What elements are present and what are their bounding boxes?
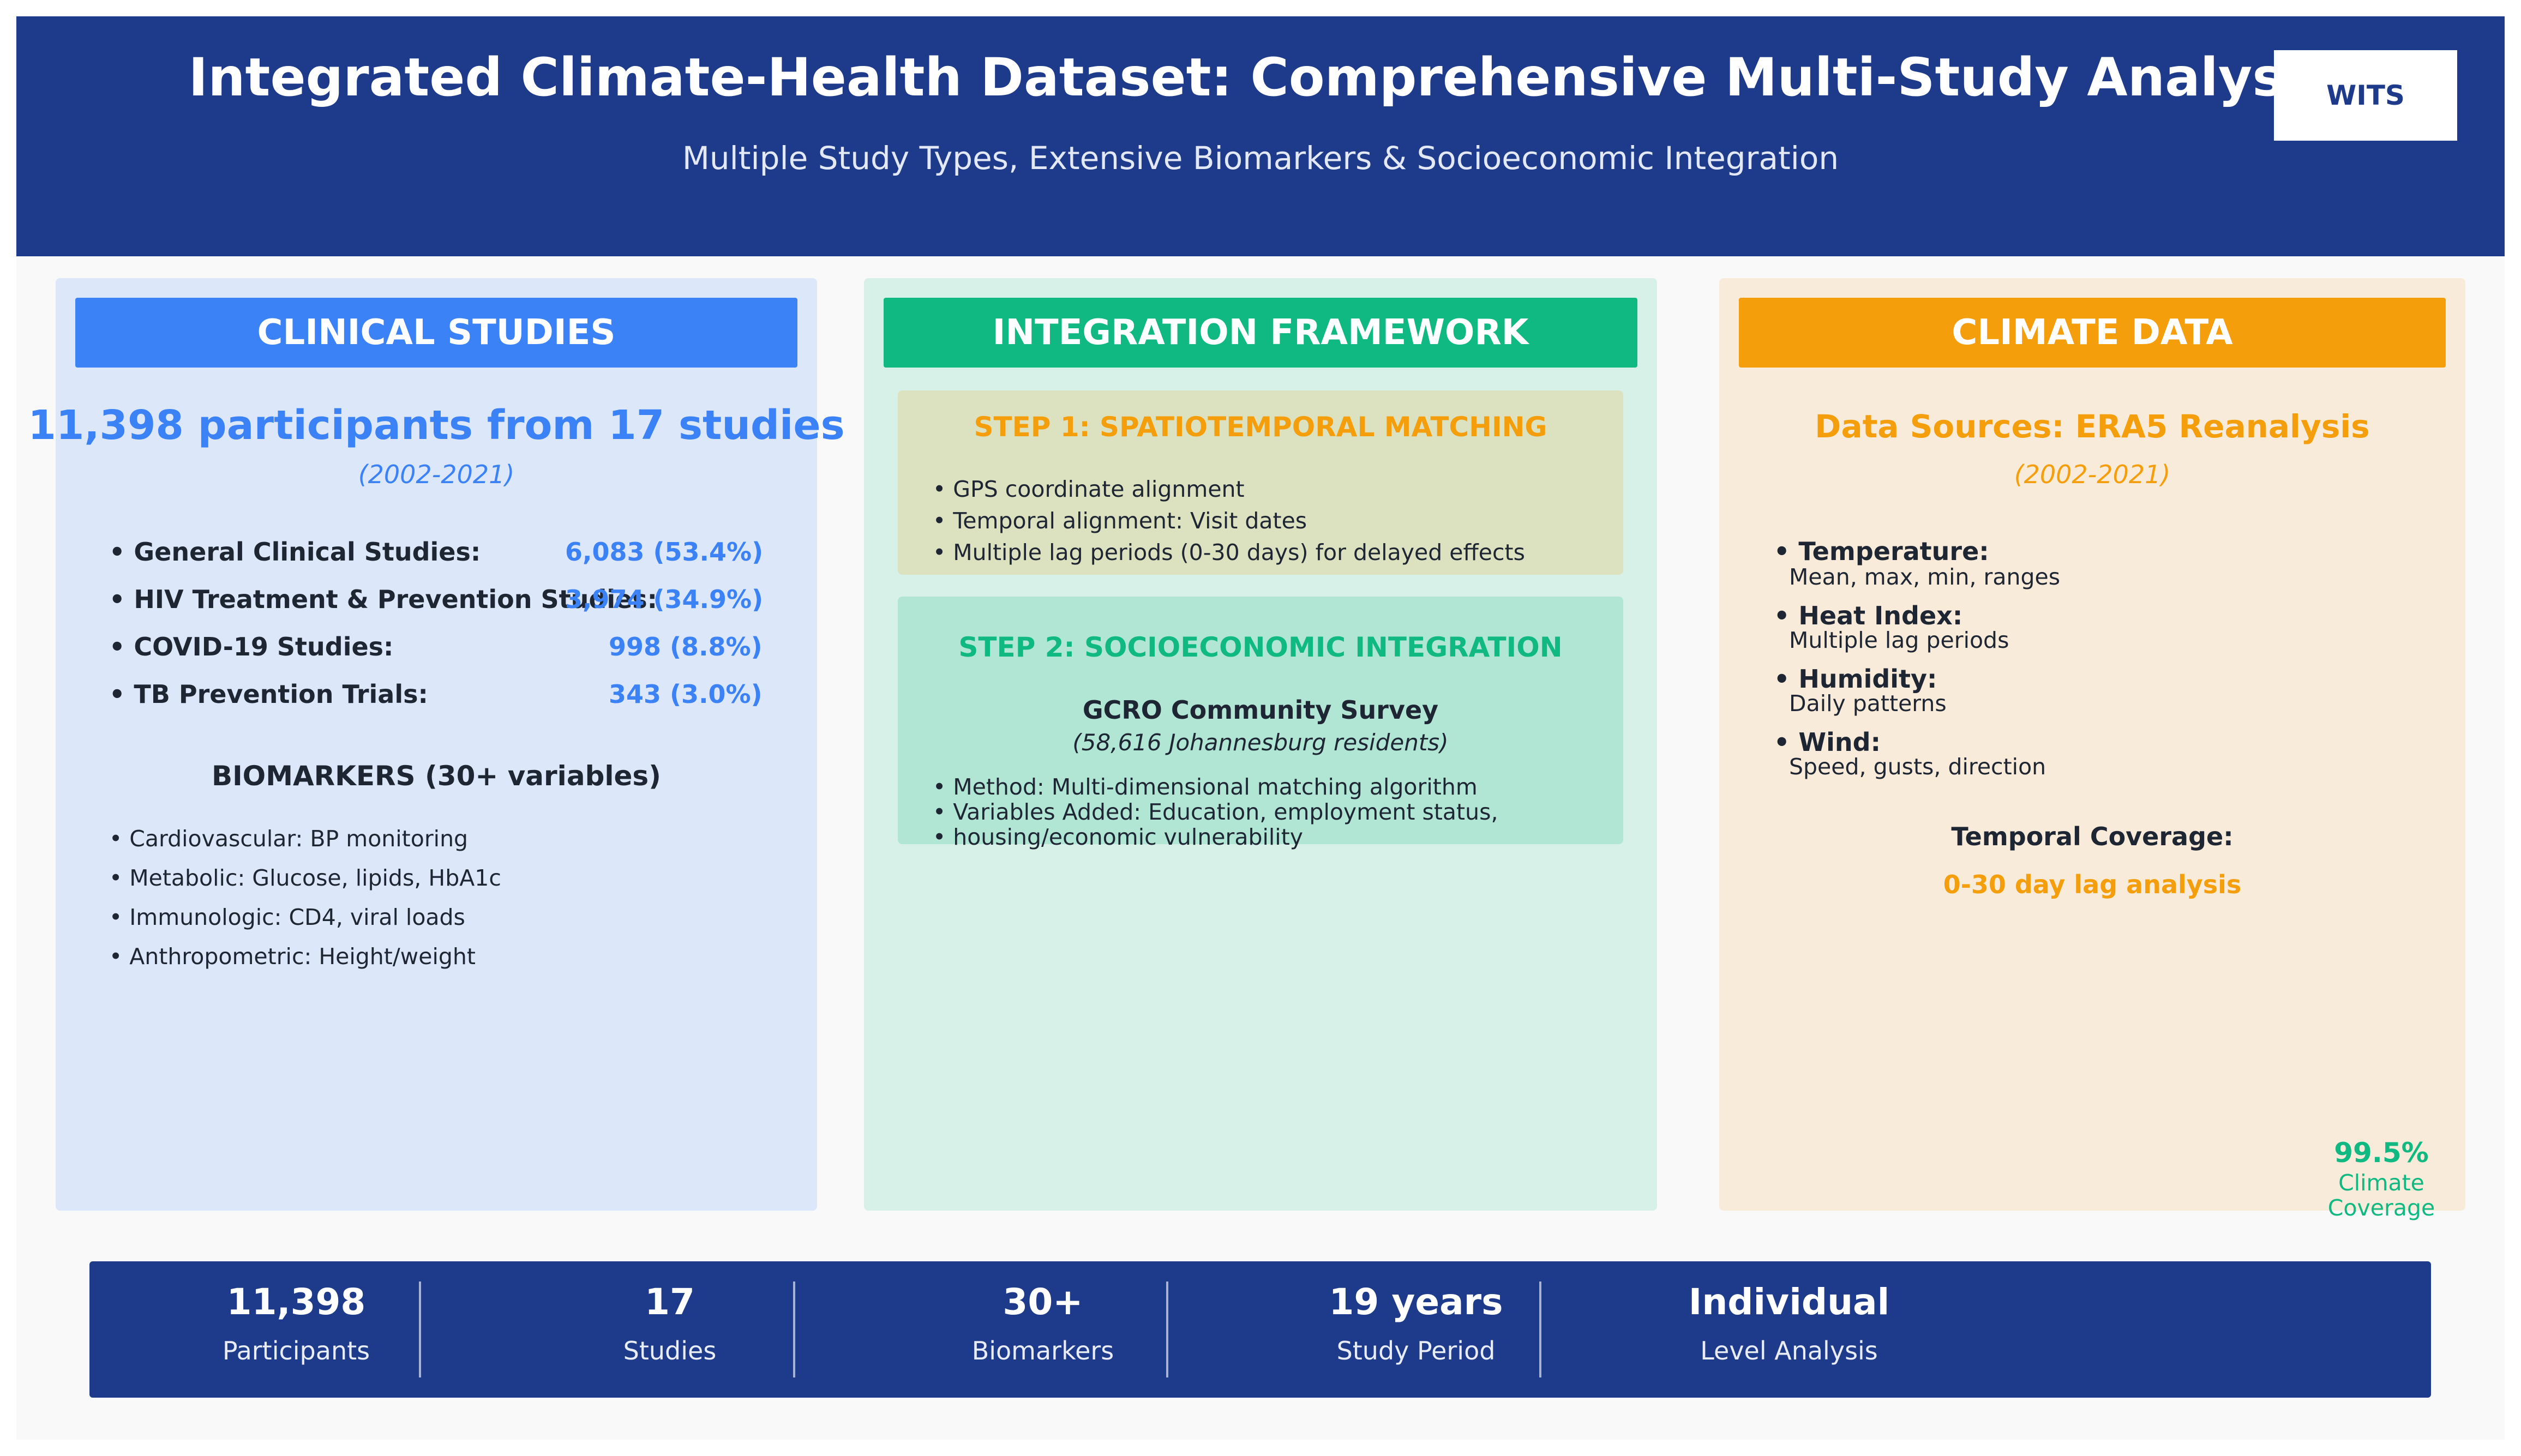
biomarker-item: • Metabolic: Glucose, lipids, HbA1c (109, 865, 501, 891)
integration-heading: INTEGRATION FRAMEWORK (884, 298, 1637, 368)
climate-panel (1719, 278, 2465, 1211)
climate-coverage-label: Coverage (2327, 1195, 2435, 1221)
stat-divider (793, 1281, 795, 1377)
climate-variable-desc: Speed, gusts, direction (1789, 754, 2046, 780)
step1-title: STEP 1: SPATIOTEMPORAL MATCHING (974, 411, 1547, 443)
climate-period: (2002-2021) (2014, 460, 2171, 489)
gcro-survey-subtitle: (58,616 Johannesburg residents) (1072, 729, 1449, 756)
step2-item: • housing/economic vulnerability (933, 824, 1304, 850)
step2-item: • Variables Added: Education, employment… (933, 799, 1498, 825)
step2-title: STEP 2: SOCIOECONOMIC INTEGRATION (958, 631, 1563, 663)
participants-summary: 11,398 participants from 17 studies (28, 402, 845, 449)
climate-coverage-value: 99.5% (2334, 1137, 2429, 1169)
stat-value: Individual (1688, 1281, 1890, 1323)
climate-coverage-label: Climate (2338, 1170, 2424, 1196)
temporal-coverage-heading: Temporal Coverage: (1951, 822, 2234, 851)
biomarker-item: • Anthropometric: Height/weight (109, 943, 476, 970)
page-title: Integrated Climate-Health Dataset: Compr… (188, 47, 2333, 108)
study-row-label: • COVID-19 Studies: (109, 632, 394, 661)
climate-variable-name: • Heat Index: (1774, 601, 1963, 630)
biomarker-item: • Cardiovascular: BP monitoring (109, 826, 469, 852)
climate-variable-desc: Multiple lag periods (1789, 627, 2009, 653)
temporal-coverage-value: 0-30 day lag analysis (1943, 870, 2242, 899)
stat-label: Participants (222, 1336, 370, 1365)
stat-divider (1166, 1281, 1168, 1377)
stat-value: 19 years (1329, 1281, 1503, 1323)
study-row-value: 6,083 (53.4%) (565, 537, 764, 567)
study-row-value: 3,974 (34.9%) (565, 585, 764, 614)
stat-label: Biomarkers (971, 1336, 1114, 1365)
stat-divider (1539, 1281, 1541, 1377)
biomarker-item: • Immunologic: CD4, viral loads (109, 904, 465, 930)
gcro-survey-title: GCRO Community Survey (1082, 695, 1439, 725)
study-row-value: 998 (8.8%) (609, 632, 763, 661)
summary-stats-bar (89, 1261, 2431, 1398)
step1-item: • Multiple lag periods (0-30 days) for d… (933, 539, 1525, 565)
step2-box (898, 597, 1623, 844)
step1-item: • Temporal alignment: Visit dates (933, 508, 1307, 534)
clinical-studies-panel (56, 278, 817, 1211)
stat-value: 17 (645, 1281, 695, 1323)
study-row-label: • HIV Treatment & Prevention Studies: (109, 585, 658, 614)
step2-item: • Method: Multi-dimensional matching alg… (933, 774, 1478, 800)
stat-label: Studies (623, 1336, 717, 1365)
stat-divider (419, 1281, 421, 1377)
step1-box (898, 390, 1623, 575)
wits-logo: WITS (2274, 50, 2457, 141)
stat-label: Level Analysis (1700, 1336, 1878, 1365)
climate-variable-desc: Daily patterns (1789, 690, 1947, 717)
study-row-value: 343 (3.0%) (609, 679, 763, 709)
climate-heading: CLIMATE DATA (1739, 298, 2446, 368)
biomarkers-heading: BIOMARKERS (30+ variables) (211, 760, 662, 792)
study-row-label: • TB Prevention Trials: (109, 679, 428, 709)
climate-variable-desc: Mean, max, min, ranges (1789, 564, 2061, 590)
clinical-period: (2002-2021) (358, 460, 515, 489)
clinical-studies-heading: CLINICAL STUDIES (75, 298, 797, 368)
climate-variable-name: • Wind: (1774, 727, 1881, 757)
page-subtitle: Multiple Study Types, Extensive Biomarke… (682, 140, 1839, 177)
step1-item: • GPS coordinate alignment (933, 476, 1245, 502)
stat-label: Study Period (1336, 1336, 1496, 1365)
stat-value: 11,398 (226, 1281, 366, 1323)
climate-source: Data Sources: ERA5 Reanalysis (1815, 408, 2370, 445)
stat-value: 30+ (1003, 1281, 1083, 1323)
climate-variable-name: • Temperature: (1774, 537, 1989, 566)
climate-variable-name: • Humidity: (1774, 664, 1937, 694)
header-banner (16, 16, 2505, 256)
study-row-label: • General Clinical Studies: (109, 537, 481, 567)
